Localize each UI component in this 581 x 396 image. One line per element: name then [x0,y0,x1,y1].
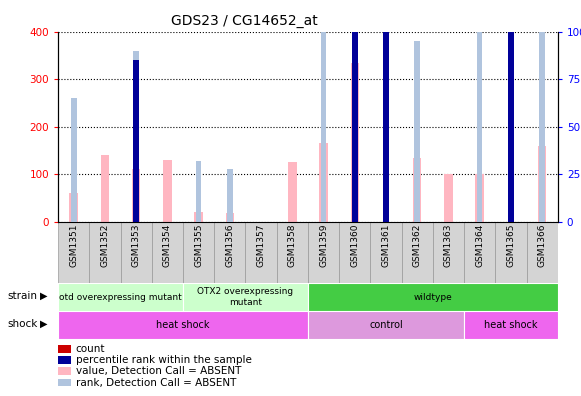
Bar [433,222,464,283]
Text: heat shock: heat shock [156,320,210,330]
Bar [413,158,421,222]
Bar [134,51,139,222]
Bar [183,222,214,283]
Bar [339,222,371,283]
Bar [352,0,357,222]
Bar [227,169,232,222]
Text: percentile rank within the sample: percentile rank within the sample [76,355,252,366]
Text: OTX2 overexpressing
mutant: OTX2 overexpressing mutant [198,287,293,307]
Bar [288,162,296,222]
Bar [277,32,308,222]
Text: GDS23 / CG14652_at: GDS23 / CG14652_at [171,14,317,28]
Bar [526,32,558,222]
Bar [132,169,141,222]
Bar [401,222,433,283]
Text: heat shock: heat shock [484,320,537,330]
Bar [214,32,245,222]
Text: value, Detection Call = ABSENT: value, Detection Call = ABSENT [76,366,241,377]
Bar [152,222,183,283]
Bar [401,32,433,222]
Bar [121,32,152,222]
Bar [58,283,183,311]
Text: wildtype: wildtype [414,293,452,301]
Bar [383,0,389,222]
Bar [371,222,401,283]
Bar [225,213,234,222]
Bar [308,32,339,222]
Text: ▶: ▶ [40,291,47,301]
Bar [134,60,139,222]
Bar [58,32,89,222]
Bar [214,222,245,283]
Text: count: count [76,344,105,354]
Bar [477,32,482,222]
Bar [495,32,526,222]
Text: ▶: ▶ [40,319,47,329]
Bar [89,222,121,283]
Bar [89,32,121,222]
Bar [183,283,308,311]
Bar [152,32,183,222]
Bar [495,222,526,283]
Bar [70,193,78,222]
Bar [350,63,359,222]
Bar [101,155,109,222]
Bar [163,160,171,222]
Bar [308,222,339,283]
Text: control: control [369,320,403,330]
Bar [58,222,89,283]
Bar [538,146,546,222]
Bar [245,32,277,222]
Bar [508,108,514,222]
Bar [414,41,420,222]
Bar [352,0,357,222]
Bar [339,32,371,222]
Bar [321,0,327,222]
Bar [308,311,464,339]
Bar [195,212,203,222]
Bar [444,174,453,222]
Text: shock: shock [8,319,38,329]
Bar [475,174,484,222]
Bar [371,32,401,222]
Text: otd overexpressing mutant: otd overexpressing mutant [59,293,182,301]
Bar [464,311,558,339]
Bar [464,32,495,222]
Bar [183,32,214,222]
Bar [277,222,308,283]
Bar [196,161,202,222]
Bar [308,283,558,311]
Bar [383,110,389,222]
Bar [433,32,464,222]
Text: rank, Detection Call = ABSENT: rank, Detection Call = ABSENT [76,377,236,388]
Bar [526,222,558,283]
Bar [508,0,514,222]
Bar [245,222,277,283]
Bar [539,0,545,222]
Bar [71,98,77,222]
Text: strain: strain [8,291,38,301]
Bar [464,222,495,283]
Bar [121,222,152,283]
Bar [320,143,328,222]
Bar [58,311,308,339]
